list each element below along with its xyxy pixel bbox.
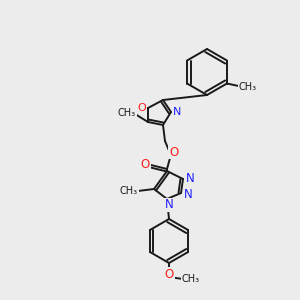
Text: N: N xyxy=(165,199,173,212)
Text: O: O xyxy=(140,158,150,170)
Text: N: N xyxy=(184,188,192,200)
Text: O: O xyxy=(169,146,178,158)
Text: O: O xyxy=(164,268,174,281)
Text: CH₃: CH₃ xyxy=(118,108,136,118)
Text: CH₃: CH₃ xyxy=(239,82,257,92)
Text: N: N xyxy=(186,172,194,184)
Text: O: O xyxy=(138,103,146,113)
Text: N: N xyxy=(173,107,181,117)
Text: CH₃: CH₃ xyxy=(120,186,138,196)
Text: CH₃: CH₃ xyxy=(182,274,200,284)
